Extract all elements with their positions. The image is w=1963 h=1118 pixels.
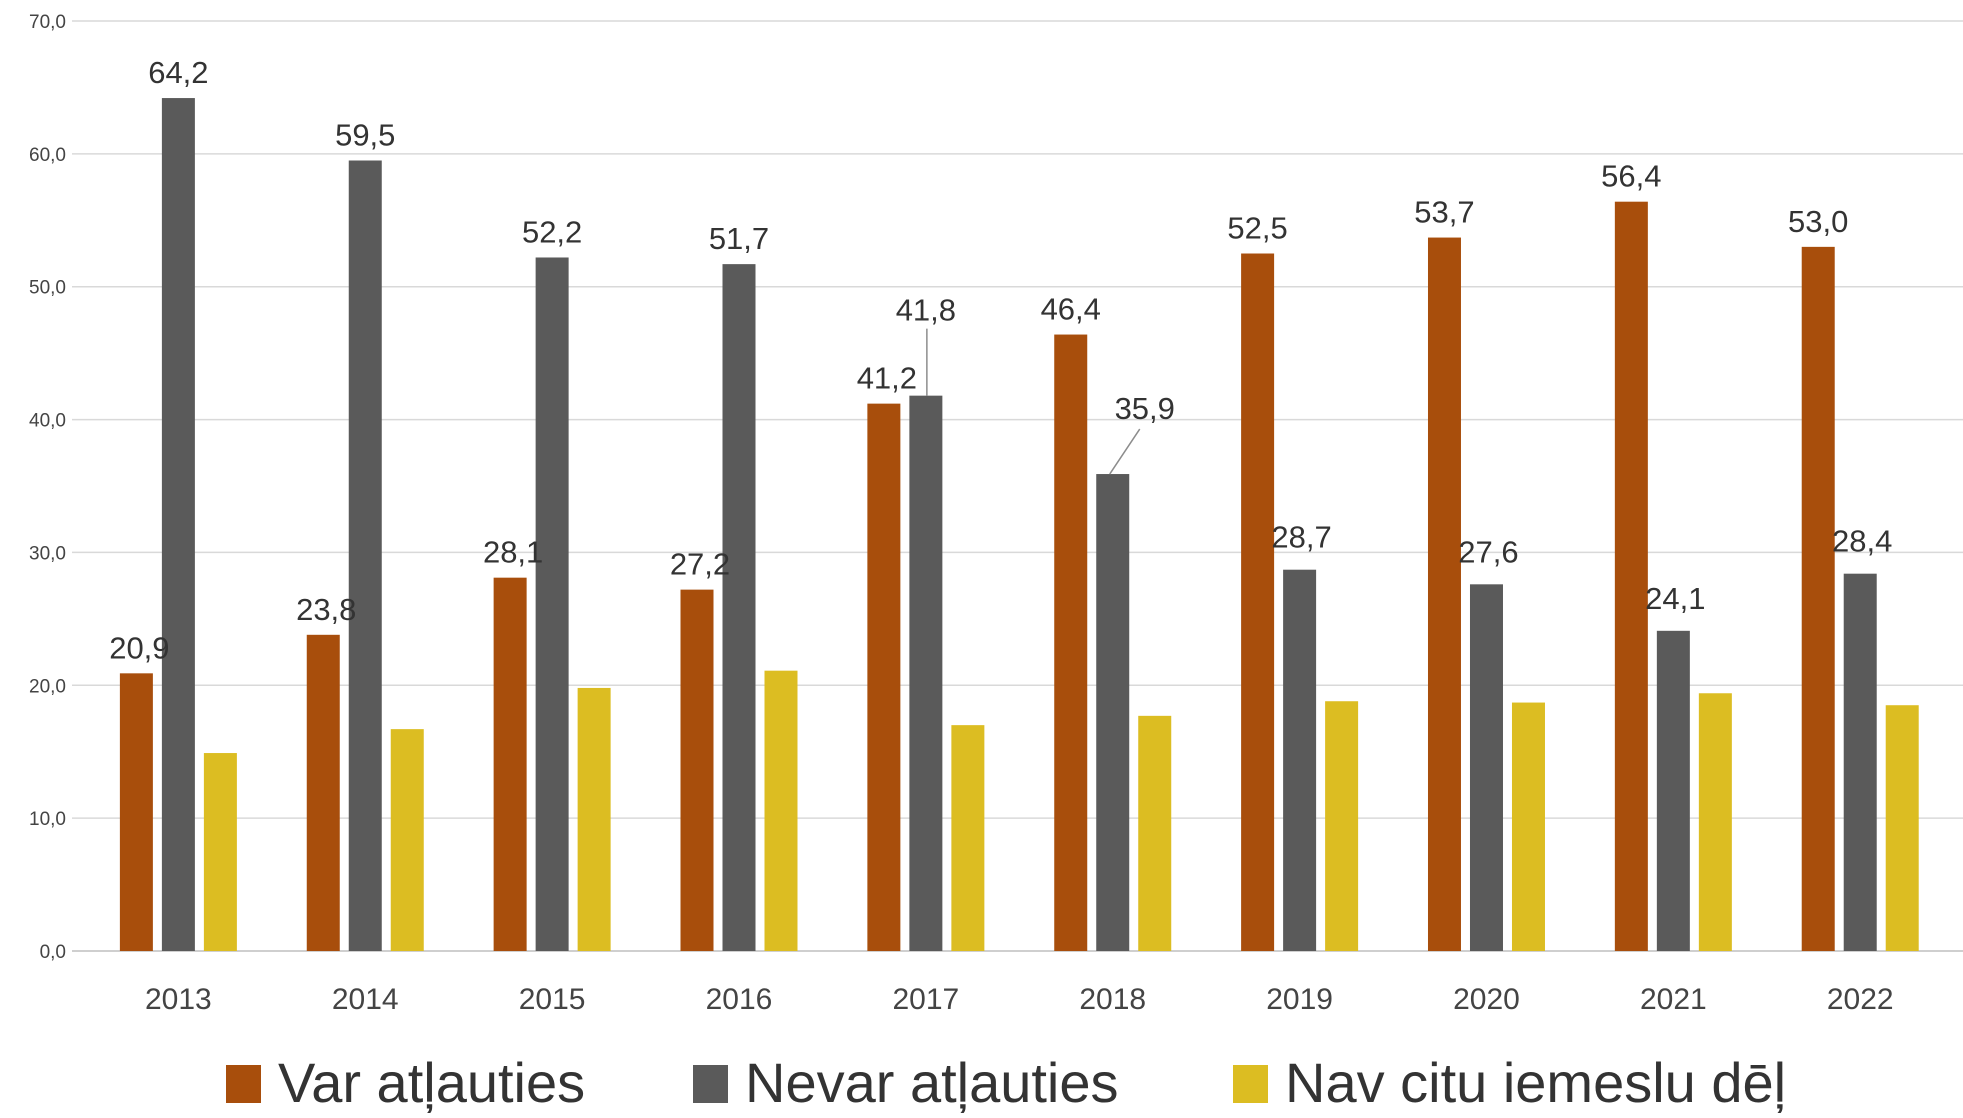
data-label: 20,9 (109, 630, 169, 665)
data-label: 53,7 (1414, 195, 1474, 230)
y-tick-label: 40,0 (29, 411, 66, 432)
bar (390, 729, 424, 951)
data-label: 59,5 (335, 118, 395, 153)
bar (1138, 715, 1172, 951)
x-tick-label: 2014 (332, 983, 399, 1016)
bar (1885, 705, 1919, 951)
data-label: 56,4 (1601, 159, 1661, 194)
bar (1054, 334, 1088, 951)
bar (119, 673, 153, 951)
x-tick-label: 2020 (1453, 983, 1520, 1016)
y-tick-label: 30,0 (29, 543, 66, 564)
bar (1801, 246, 1835, 951)
bar (680, 589, 714, 951)
bar (203, 753, 237, 951)
bar (306, 634, 340, 951)
bar (1325, 701, 1359, 951)
data-label: 41,2 (857, 361, 917, 396)
bar (535, 257, 569, 951)
bar (577, 687, 611, 951)
legend-label: Nav citu iemeslu dēļ (1285, 1051, 1786, 1113)
x-tick-label: 2022 (1827, 983, 1894, 1016)
y-tick-label: 70,0 (29, 12, 66, 33)
data-label: 46,4 (1041, 292, 1101, 327)
data-label: 53,0 (1788, 204, 1848, 239)
bar (867, 403, 901, 952)
bar (1698, 693, 1732, 951)
y-tick-label: 60,0 (29, 145, 66, 166)
data-label: 52,5 (1227, 211, 1287, 246)
bar (1469, 584, 1503, 951)
x-tick-label: 2013 (145, 983, 212, 1016)
bar (1656, 630, 1690, 951)
data-label: 41,8 (896, 293, 956, 328)
data-label: 51,7 (709, 221, 769, 256)
legend-label: Var atļauties (278, 1051, 585, 1113)
bar (1614, 201, 1648, 951)
data-labels: 20,9 64,2 23,8 59,5 28,1 52,2 27,2 51,7 41,2 41,8… (109, 55, 1892, 665)
y-tick-label: 0,0 (40, 942, 66, 963)
bar (951, 725, 985, 951)
data-label: 27,2 (670, 547, 730, 582)
legend-swatch (1233, 1065, 1268, 1103)
bar (1843, 573, 1877, 951)
data-label: 23,8 (296, 592, 356, 627)
legend-label: Nevar atļauties (745, 1051, 1119, 1113)
x-tick-label: 2017 (892, 983, 959, 1016)
bar (722, 264, 756, 952)
x-tick-label: 2016 (706, 983, 773, 1016)
bar (348, 160, 382, 951)
data-label: 64,2 (148, 55, 208, 90)
y-tick-label: 10,0 (29, 809, 66, 830)
x-tick-label: 2019 (1266, 983, 1333, 1016)
data-label: 35,9 (1115, 391, 1175, 426)
y-axis-ticks: 0,0 10,0 20,0 30,0 40,0 50,0 60,0 70,0 (29, 12, 66, 963)
bar (764, 670, 798, 951)
x-axis-ticks: 2013 2014 2015 2016 2017 2018 2019 2020 2021 2022 (145, 983, 1894, 1016)
bar (909, 395, 943, 952)
data-label: 52,2 (522, 214, 582, 249)
data-label: 28,1 (483, 535, 543, 570)
data-label: 28,7 (1271, 520, 1331, 555)
data-label: 24,1 (1645, 581, 1705, 616)
bar (1241, 253, 1275, 951)
bar (1096, 474, 1130, 951)
x-tick-label: 2021 (1640, 983, 1707, 1016)
y-tick-label: 50,0 (29, 278, 66, 299)
legend-swatch (693, 1065, 728, 1103)
leader-line (1109, 428, 1141, 475)
legend-swatch (226, 1065, 261, 1103)
legend: Var atļauties Nevar atļauties Nav citu iem… (226, 1051, 1786, 1114)
bars (119, 98, 1919, 952)
x-tick-label: 2015 (519, 983, 586, 1016)
bar (1283, 569, 1317, 951)
bar (1427, 237, 1461, 952)
gridlines (72, 20, 1963, 952)
data-label: 28,4 (1832, 524, 1892, 559)
y-tick-label: 20,0 (29, 676, 66, 697)
data-label: 27,6 (1458, 534, 1518, 569)
x-tick-label: 2018 (1079, 983, 1146, 1016)
bar (1511, 702, 1545, 951)
bar (493, 577, 527, 951)
bar (161, 98, 195, 952)
